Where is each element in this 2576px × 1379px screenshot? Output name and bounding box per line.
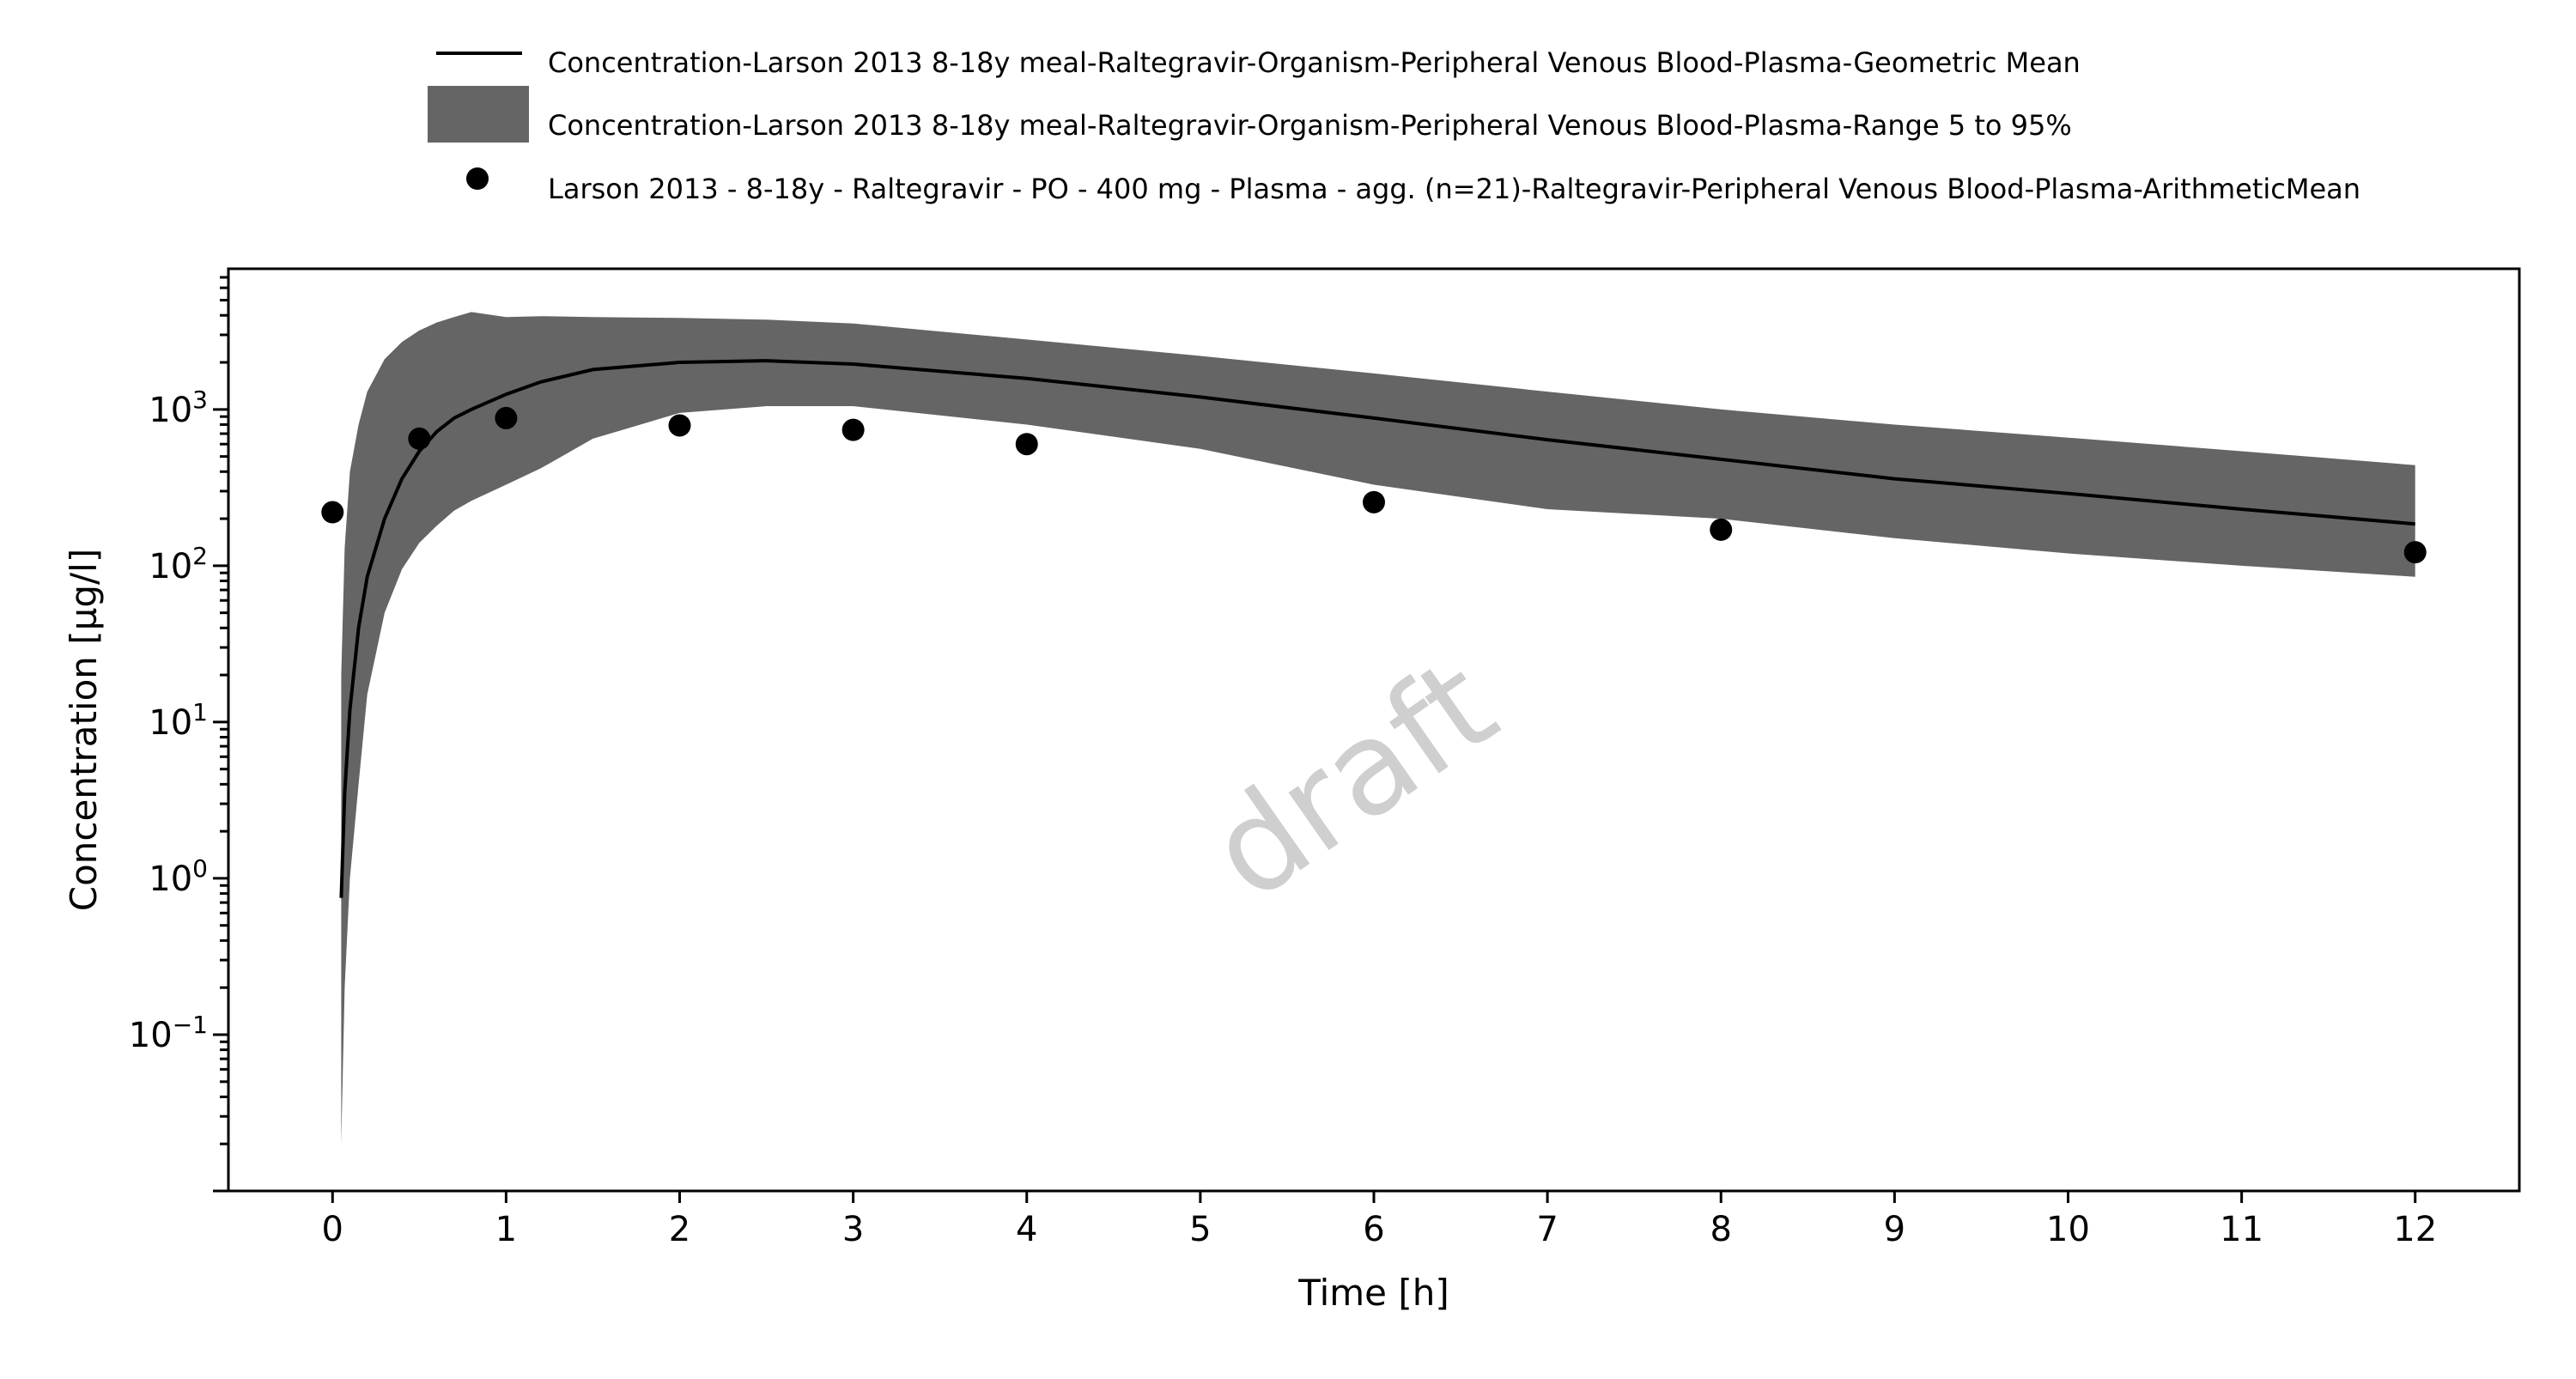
x-tick-label: 0 <box>322 1210 343 1249</box>
legend-label-observed: Larson 2013 - 8-18y - Raltegravir - PO -… <box>548 173 2360 205</box>
x-tick-label: 6 <box>1363 1210 1384 1249</box>
y-tick-label: 100 <box>149 854 208 899</box>
x-tick-label: 11 <box>2220 1210 2263 1249</box>
draft-watermark: draft <box>1184 630 1522 929</box>
x-tick-label: 7 <box>1536 1210 1558 1249</box>
x-tick-label: 3 <box>842 1210 864 1249</box>
legend: Concentration-Larson 2013 8-18y meal-Ral… <box>428 46 2360 205</box>
observed-point <box>1015 433 1038 456</box>
y-tick-label: 103 <box>149 386 208 430</box>
x-axis: 0 1 2 3 4 5 6 7 8 9 10 11 12 <box>322 1191 2437 1249</box>
y-tick-label: 101 <box>149 698 208 743</box>
plot-area <box>321 312 2427 1145</box>
observed-point <box>495 406 518 429</box>
range-5-95-band <box>341 312 2415 1145</box>
y-axis: 10−1 100 101 102 103 <box>129 276 228 1193</box>
legend-label-geometric-mean: Concentration-Larson 2013 8-18y meal-Ral… <box>548 46 2081 79</box>
x-axis-title: Time [h] <box>1297 1272 1449 1314</box>
x-tick-label: 9 <box>1884 1210 1905 1249</box>
x-tick-label: 5 <box>1189 1210 1211 1249</box>
observed-point <box>668 414 691 437</box>
observed-point <box>1363 490 1385 513</box>
observed-point <box>2403 541 2427 564</box>
legend-band-swatch <box>428 86 529 143</box>
x-tick-label: 2 <box>669 1210 690 1249</box>
y-tick-label: 10−1 <box>129 1011 208 1055</box>
y-tick-label: 102 <box>149 542 208 586</box>
x-tick-label: 1 <box>495 1210 517 1249</box>
x-tick-label: 10 <box>2046 1210 2090 1249</box>
legend-point-swatch <box>466 167 489 190</box>
observed-points <box>321 406 2427 564</box>
observed-point <box>408 427 431 450</box>
observed-point <box>1710 518 1733 541</box>
x-tick-label: 8 <box>1710 1210 1732 1249</box>
observed-point <box>841 418 865 441</box>
geometric-mean-line <box>339 359 2415 898</box>
x-tick-label: 12 <box>2393 1210 2437 1249</box>
x-tick-label: 4 <box>1016 1210 1037 1249</box>
observed-point <box>321 501 344 524</box>
y-axis-title: Concentration [µg/l] <box>63 549 105 911</box>
legend-label-range: Concentration-Larson 2013 8-18y meal-Ral… <box>548 109 2072 142</box>
